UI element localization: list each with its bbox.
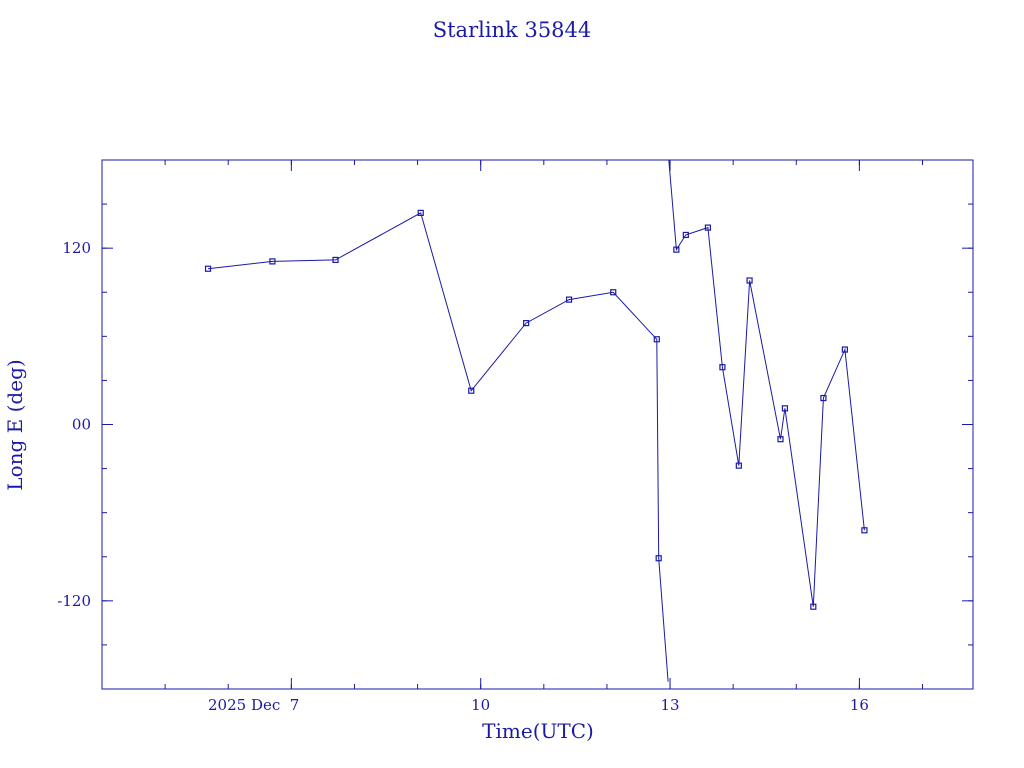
- tick-labels: 2025 Dec 7 10 13 16 120 00 -120: [57, 239, 869, 714]
- data-point: [523, 320, 530, 327]
- axis-ticks: [101, 160, 973, 689]
- series-layer: [204, 159, 868, 682]
- y-tick-label: 120: [62, 239, 91, 257]
- x-tick-label: 10: [471, 696, 490, 714]
- data-point: [269, 258, 276, 265]
- data-point: [861, 527, 868, 534]
- data-point: [332, 256, 339, 264]
- x-tick-label: 2025 Dec 7: [208, 696, 299, 714]
- data-point: [682, 231, 689, 239]
- y-tick-label: 00: [72, 416, 91, 434]
- series-line: [668, 159, 865, 607]
- chart-title: Starlink 35844: [433, 18, 592, 42]
- y-axis-label: Long E (deg): [3, 359, 27, 490]
- data-point: [777, 436, 784, 443]
- data-point: [746, 277, 753, 284]
- data-point: [204, 265, 212, 272]
- series-line: [207, 212, 669, 682]
- data-point: [781, 405, 789, 412]
- data-point: [704, 224, 712, 231]
- data-point: [468, 387, 475, 394]
- x-axis-label: Time(UTC): [482, 719, 594, 743]
- x-tick-label: 13: [660, 696, 679, 714]
- data-point: [565, 296, 573, 303]
- data-point: [653, 336, 660, 343]
- data-point: [841, 346, 848, 353]
- plot-frame: [101, 159, 974, 690]
- data-point: [655, 555, 662, 562]
- data-point: [810, 603, 817, 610]
- data-point: [820, 394, 827, 402]
- data-point: [417, 209, 424, 216]
- y-tick-label: -120: [57, 592, 91, 610]
- x-tick-label: 16: [850, 696, 869, 714]
- data-point: [719, 364, 726, 371]
- data-point: [673, 246, 680, 253]
- data-point: [610, 289, 617, 296]
- data-point: [735, 462, 742, 469]
